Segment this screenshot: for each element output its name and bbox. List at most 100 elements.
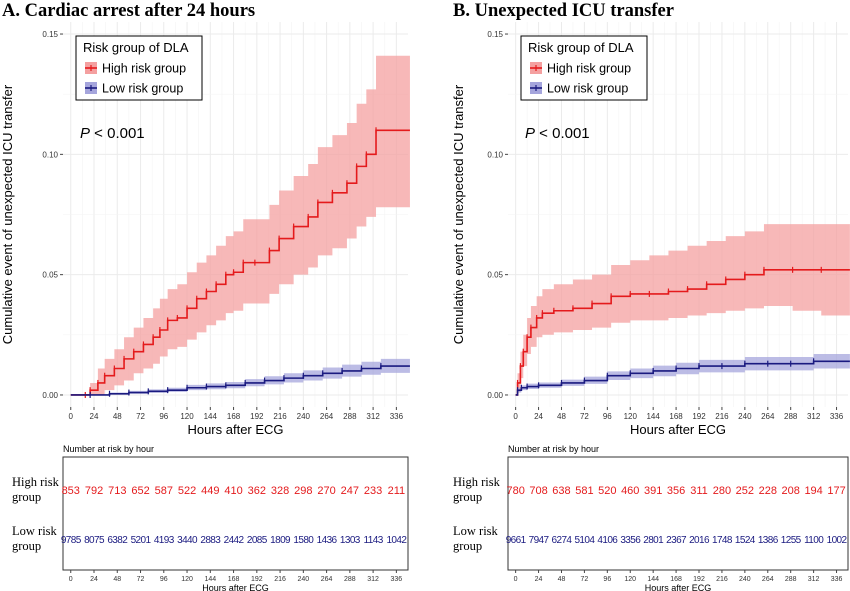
legend: Risk group of DLA High risk group Low risk… [520,35,648,101]
x-tick-label: 48 [113,412,122,421]
risk-count: 3440 [177,535,198,546]
risk-row-label-line: High risk [453,475,501,489]
x-tick-label: 312 [366,412,380,421]
risk-count: 252 [736,485,754,497]
x-tick-label: 96 [603,412,612,421]
risk-count: 6274 [552,535,573,546]
x-tick-label: 72 [580,412,589,421]
risk-table-box [62,456,409,571]
risk-x-tick-label: 216 [716,576,728,583]
risk-x-tick-label: 336 [391,576,403,583]
risk-count: 780 [506,485,524,497]
risk-x-tick-label: 24 [90,576,98,583]
x-tick-label: 120 [180,412,194,421]
risk-x-tick-label: 192 [251,576,263,583]
risk-count: 2016 [689,535,710,546]
risk-x-tick-label: 24 [535,576,543,583]
risk-count: 247 [341,485,359,497]
risk-x-tick-label: 264 [762,576,774,583]
y-tick-label: 0.00 [42,391,58,400]
risk-row-label-line: group [453,539,482,553]
risk-row-label-line: Low risk [12,524,58,538]
risk-x-tick-label: 240 [297,576,309,583]
x-tick-label: 216 [273,412,287,421]
risk-x-tick-label: 72 [137,576,145,583]
x-axis: 0 24 48 72 96 120 144 168 192 216 240 264 288 312 336 H… [513,407,844,437]
x-tick-label: 24 [90,412,99,421]
x-tick-label: 96 [159,412,168,421]
risk-count: 362 [248,485,266,497]
risk-count: 311 [690,485,708,497]
panel-title: B. Unexpected ICU transfer [453,1,674,21]
risk-count: 1042 [386,535,407,546]
x-tick-label: 192 [250,412,264,421]
x-tick-label: 0 [513,412,518,421]
risk-x-tick-label: 144 [647,576,659,583]
x-tick-label: 144 [204,412,218,421]
x-tick-label: 264 [761,412,775,421]
risk-count: 356 [667,485,685,497]
legend-title: Risk group of DLA [83,40,189,55]
risk-x-tick-label: 72 [581,576,589,583]
x-tick-label: 288 [784,412,798,421]
risk-count: 1748 [712,535,733,546]
risk-count: 6382 [107,535,128,546]
y-tick-label: 0.05 [42,271,58,280]
confidence-band [515,224,850,395]
risk-x-tick-label: 48 [558,576,566,583]
x-axis: 0 24 48 72 96 120 144 168 192 216 240 264 288 312 336 H… [69,407,404,437]
risk-count: 1524 [735,535,756,546]
risk-count: 4106 [597,535,618,546]
risk-x-tick-label: 0 [69,576,73,583]
risk-count: 638 [552,485,570,497]
legend-label: High risk group [102,62,186,76]
x-tick-label: 240 [738,412,752,421]
x-tick-label: 192 [692,412,706,421]
risk-x-tick-label: 264 [321,576,333,583]
risk-row-label-line: High risk [12,475,60,489]
legend: Risk group of DLA High risk group Low risk… [75,35,203,101]
x-tick-label: 336 [830,412,844,421]
risk-count: 522 [178,485,196,497]
x-tick-label: 336 [390,412,404,421]
p-value-annotation: P < 0.001 [80,125,145,142]
x-tick-label: 216 [715,412,729,421]
risk-x-tick-label: 120 [624,576,636,583]
risk-x-tick-label: 288 [344,576,356,583]
risk-x-tick-label: 168 [670,576,682,583]
p-value-text: < 0.001 [90,125,145,142]
risk-count: 8075 [84,535,105,546]
risk-count: 3356 [620,535,641,546]
risk-count: 270 [317,485,335,497]
risk-x-tick-label: 120 [181,576,193,583]
risk-x-tick-label: 312 [808,576,820,583]
risk-count: 410 [224,485,242,497]
risk-count: 1580 [293,535,314,546]
risk-x-tick-label: 336 [831,576,843,583]
risk-count: 792 [85,485,103,497]
x-tick-label: 168 [227,412,241,421]
x-axis-label: Hours after ECG [630,422,726,437]
risk-count: 177 [827,485,845,497]
risk-x-tick-label: 144 [204,576,216,583]
y-axis-label: Cumulative event of unexpected ICU trans… [451,84,466,344]
survival-line [70,129,410,396]
risk-count: 208 [782,485,800,497]
x-axis-label: Hours after ECG [187,422,283,437]
risk-x-tick-label: 96 [603,576,611,583]
risk-count: 280 [713,485,731,497]
risk-count: 2801 [643,535,664,546]
risk-x-tick-label: 96 [160,576,168,583]
risk-x-tick-label: 0 [514,576,518,583]
risk-count: 1386 [758,535,779,546]
risk-count: 1255 [781,535,802,546]
panel-b: B. Unexpected ICU transfer 0 24 48 72 96 120 14… [451,1,850,591]
risk-count: 1002 [827,535,848,546]
risk-table-box [507,456,849,571]
legend-label: Low risk group [102,82,183,96]
risk-count: 5201 [131,535,152,546]
x-tick-label: 144 [646,412,660,421]
risk-count: 2367 [666,535,687,546]
legend-title: Risk group of DLA [528,40,634,55]
x-tick-label: 312 [807,412,821,421]
